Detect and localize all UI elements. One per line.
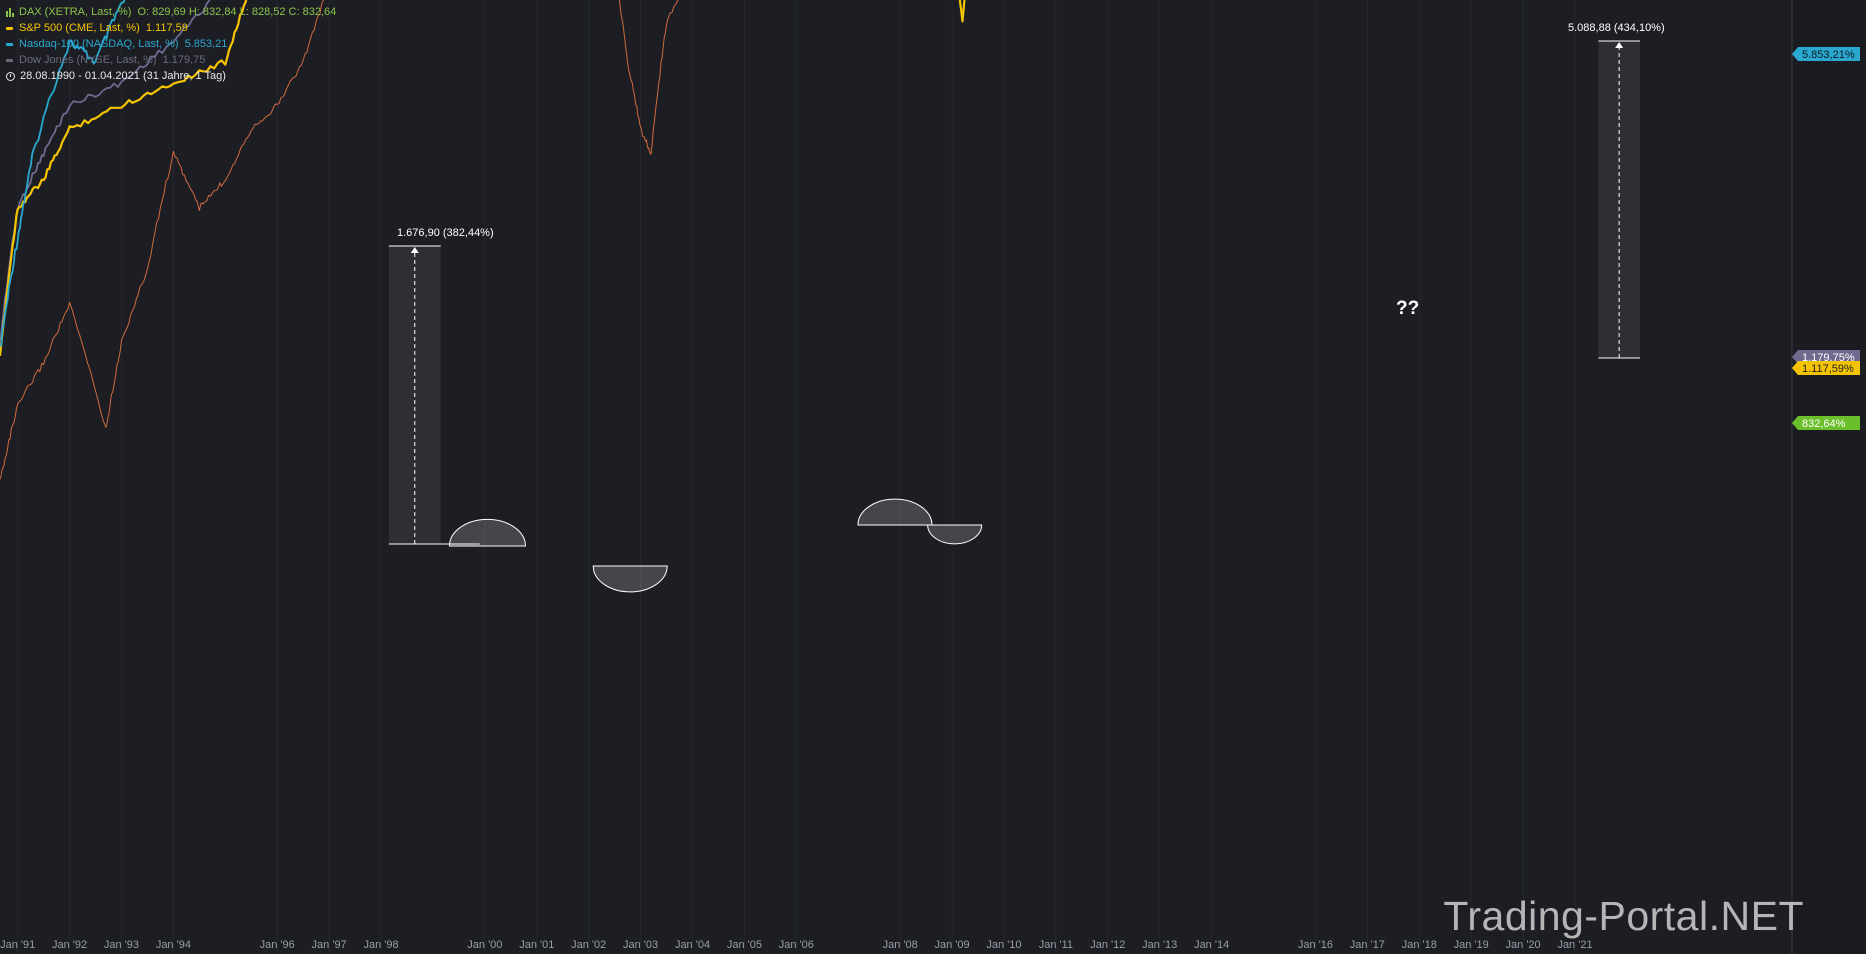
- last-value-tag: [1792, 416, 1860, 430]
- last-value-label: 1.117,59%: [1802, 363, 1854, 375]
- grid-lines: [0, 0, 1792, 954]
- last-value-tag: [1792, 47, 1860, 61]
- x-tick-label: Jan '13: [1142, 939, 1177, 951]
- x-axis: Jan '91 Jan '92 Jan '93 Jan '94 Jan '96 Jan '…: [0, 939, 1593, 951]
- current-gain-label: 5.088,88 (434,10%): [1568, 22, 1665, 34]
- date-range-text: 28.08.1990 - 01.04.2021 (31 Jahre, 1 Tag…: [20, 70, 226, 82]
- chart-background: [0, 0, 1792, 954]
- x-tick-label: Jan '05: [727, 939, 762, 951]
- legend-dax-label: DAX (XETRA, Last, %): [19, 6, 132, 18]
- highlight-boxes: [388, 40, 1640, 545]
- clock-icon: [6, 71, 15, 81]
- x-tick-label: Jan '16: [1298, 939, 1333, 951]
- x-tick-label: Jan '20: [1506, 939, 1541, 951]
- x-tick-label: Jan '18: [1402, 939, 1437, 951]
- legend-sp500-label: S&P 500 (CME, Last, %): [19, 22, 140, 34]
- dotcom-gain-box-arrow-head: [410, 247, 419, 253]
- x-tick-label: Jan '09: [935, 939, 970, 951]
- legend-dow[interactable]: Dow Jones (NYSE, Last, %) 1.179,75: [6, 52, 336, 68]
- watermark-logo: Trading-Portal.NET: [1443, 893, 1804, 939]
- legend-dow-swatch: [6, 58, 13, 62]
- x-tick-label: Jan '08: [883, 939, 918, 951]
- pattern-arc: [592, 565, 668, 593]
- current-gain-box-arrow-head: [1615, 42, 1624, 48]
- bar-chart-icon: [6, 7, 15, 17]
- x-tick-label: Jan '11: [1039, 939, 1073, 951]
- legend-nasdaq[interactable]: Nasdaq-100 (NASDAQ, Last, %) 5.853,21: [6, 36, 336, 52]
- x-tick-label: Jan '19: [1454, 939, 1489, 951]
- legend-sp500[interactable]: S&P 500 (CME, Last, %) 1.117,59: [6, 20, 336, 36]
- question-marks: ??: [1396, 298, 1420, 319]
- last-value-label: 832,64%: [1802, 418, 1846, 430]
- pattern-arc: [927, 524, 983, 545]
- legend-date-range: 28.08.1990 - 01.04.2021 (31 Jahre, 1 Tag…: [6, 68, 336, 84]
- x-tick-label: Jan '92: [52, 939, 87, 951]
- x-tick-label: Jan '03: [623, 939, 658, 951]
- y-axis-panel: [1792, 0, 1866, 954]
- pattern-arc: [448, 518, 526, 547]
- x-tick-label: Jan '02: [571, 939, 606, 951]
- x-tick-label: Jan '01: [519, 939, 554, 951]
- legend-dow-label: Dow Jones (NYSE, Last, %): [19, 54, 157, 66]
- x-tick-label: Jan '91: [0, 939, 35, 951]
- x-tick-label: Jan '06: [779, 939, 814, 951]
- x-tick-label: Jan '98: [363, 939, 398, 951]
- overlay-marks: [448, 498, 983, 593]
- legend-dow-value: 1.179,75: [162, 54, 206, 66]
- legend-dax[interactable]: DAX (XETRA, Last, %) O: 829,69 H: 832,84…: [6, 4, 336, 20]
- series-line-dax: [0, 0, 966, 480]
- legend-sp500-swatch: [6, 26, 13, 30]
- x-tick-label: Jan '21: [1557, 939, 1592, 951]
- x-tick-label: Jan '94: [156, 939, 191, 951]
- last-value-tag: [1792, 361, 1860, 375]
- x-tick-label: Jan '00: [467, 939, 502, 951]
- series-layer: [0, 0, 966, 480]
- x-tick-label: Jan '97: [312, 939, 347, 951]
- legend-sp500-value: 1.117,59: [145, 22, 188, 34]
- x-tick-label: Jan '17: [1350, 939, 1385, 951]
- legend-nasdaq-swatch: [6, 42, 13, 46]
- x-tick-label: Jan '14: [1194, 939, 1229, 951]
- x-tick-label: Jan '10: [986, 939, 1021, 951]
- pattern-arc: [857, 498, 933, 526]
- legend-nasdaq-value: 5.853,21: [184, 38, 228, 50]
- legend-nasdaq-label: Nasdaq-100 (NASDAQ, Last, %): [19, 38, 179, 50]
- x-tick-label: Jan '96: [260, 939, 295, 951]
- x-tick-label: Jan '04: [675, 939, 710, 951]
- last-value-tag: [1792, 350, 1860, 364]
- dotcom-gain-label: 1.676,90 (382,44%): [397, 227, 494, 239]
- last-value-labels: 5.853,21%1.179,75%1.117,59%832,64%: [1792, 47, 1860, 430]
- x-tick-label: Jan '93: [104, 939, 139, 951]
- x-tick-label: Jan '12: [1090, 939, 1125, 951]
- chart-legend: DAX (XETRA, Last, %) O: 829,69 H: 832,84…: [6, 4, 336, 84]
- last-value-label: 5.853,21%: [1802, 49, 1855, 61]
- legend-dax-ohlc: O: 829,69 H: 832,84 L: 828,52 C: 832,64: [137, 6, 337, 18]
